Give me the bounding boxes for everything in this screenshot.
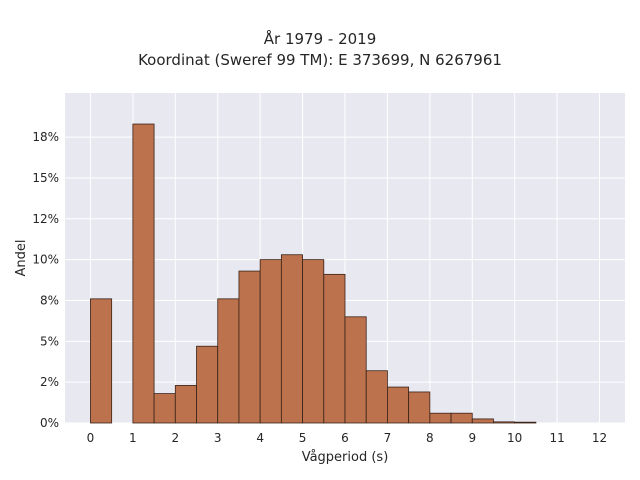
y-tick-label: 15% — [32, 171, 59, 185]
x-tick-label: 2 — [171, 431, 179, 445]
y-tick-labels: 0% 2% 5% 8% 10% 12% 15% 18% — [32, 130, 59, 430]
y-tick-label: 2% — [40, 375, 59, 389]
histogram-bar — [196, 345, 219, 424]
y-tick-label: 18% — [32, 130, 59, 144]
y-tick-label: 8% — [40, 293, 59, 307]
x-tick-label: 10 — [507, 431, 522, 445]
x-tick-label: 5 — [299, 431, 307, 445]
y-tick-label: 0% — [40, 416, 59, 430]
histogram-bar — [365, 370, 388, 424]
x-tick-label: 4 — [256, 431, 264, 445]
x-tick-labels: 0 1 2 3 4 5 6 7 8 9 10 11 12 — [87, 431, 608, 445]
y-tick-label: 5% — [40, 334, 59, 348]
x-tick-label: 1 — [129, 431, 137, 445]
x-tick-label: 9 — [468, 431, 476, 445]
histogram-bar — [132, 123, 155, 424]
histogram-bar — [493, 421, 516, 424]
histogram-bar — [259, 259, 282, 424]
y-axis-label: Andel — [14, 240, 29, 277]
x-tick-label: 3 — [214, 431, 222, 445]
x-axis-label: Vågperiod (s) — [302, 450, 389, 465]
x-tick-label: 0 — [87, 431, 95, 445]
histogram-bar — [217, 298, 240, 424]
x-tick-label: 12 — [592, 431, 607, 445]
bars — [90, 123, 537, 424]
histogram-bar — [90, 298, 113, 424]
histogram-bar — [280, 254, 303, 424]
x-tick-label: 6 — [341, 431, 349, 445]
histogram-bar — [323, 273, 346, 424]
histogram-bar — [387, 386, 410, 424]
y-tick-label: 12% — [32, 212, 59, 226]
histogram-bar — [429, 412, 452, 424]
x-tick-label: 11 — [549, 431, 564, 445]
histogram-bar — [344, 316, 367, 424]
chart-title: År 1979 - 2019 — [263, 30, 377, 48]
chart-subtitle: Koordinat (Sweref 99 TM): E 373699, N 62… — [138, 51, 502, 69]
histogram-bar — [408, 391, 431, 424]
histogram-bar — [450, 412, 473, 424]
x-tick-label: 8 — [426, 431, 434, 445]
x-tick-label: 7 — [384, 431, 392, 445]
histogram-bar — [153, 393, 176, 424]
y-tick-label: 10% — [32, 253, 59, 267]
histogram-bar — [471, 418, 494, 424]
histogram-bar — [302, 259, 325, 424]
histogram-bar — [174, 385, 197, 424]
histogram-bar — [514, 421, 537, 424]
histogram-bar — [238, 270, 261, 424]
